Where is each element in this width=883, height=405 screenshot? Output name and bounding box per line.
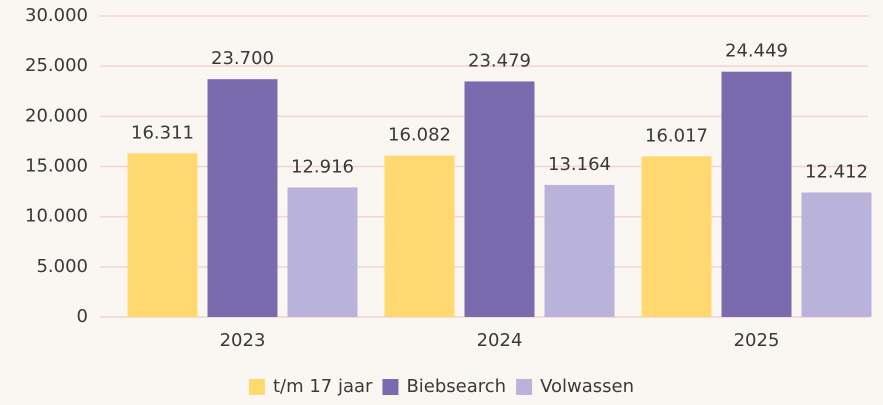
bar xyxy=(544,184,615,317)
value-label: 13.164 xyxy=(548,154,611,175)
value-label: 16.082 xyxy=(388,125,451,146)
y-tick-label: 10.000 xyxy=(25,206,88,227)
value-label: 23.479 xyxy=(468,50,531,71)
legend-label: t/m 17 jaar xyxy=(273,376,373,397)
y-tick-label: 30.000 xyxy=(25,5,88,26)
y-tick-label: 20.000 xyxy=(25,105,88,126)
value-label: 16.017 xyxy=(645,125,708,146)
value-label: 12.916 xyxy=(291,156,354,177)
y-tick-label: 0 xyxy=(77,306,88,327)
legend-swatch xyxy=(382,379,399,395)
value-label: 24.449 xyxy=(725,41,788,62)
legend-swatch xyxy=(516,379,533,395)
bar xyxy=(384,155,455,317)
y-tick-label: 5.000 xyxy=(36,256,88,277)
legend-swatch xyxy=(248,379,265,395)
value-label: 12.412 xyxy=(805,161,868,182)
bar xyxy=(464,81,535,317)
bar xyxy=(641,156,712,317)
legend-label: Volwassen xyxy=(540,376,634,397)
legend-label: Biebsearch xyxy=(406,376,506,397)
bar xyxy=(127,153,198,317)
bar xyxy=(287,187,358,317)
x-tick-label: 2025 xyxy=(734,330,780,351)
value-label: 23.700 xyxy=(211,48,274,69)
y-tick-label: 25.000 xyxy=(25,55,88,76)
bar xyxy=(801,192,872,317)
bar xyxy=(721,71,792,317)
value-label: 16.311 xyxy=(131,122,194,143)
x-tick-label: 2023 xyxy=(220,330,266,351)
x-tick-label: 2024 xyxy=(477,330,523,351)
bar xyxy=(207,79,278,318)
y-tick-label: 15.000 xyxy=(25,156,88,177)
